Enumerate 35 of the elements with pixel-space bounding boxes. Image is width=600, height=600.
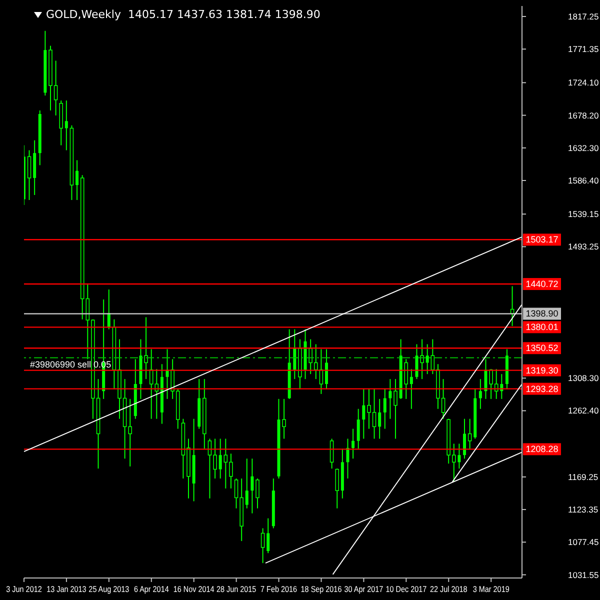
x-tick-label: 28 Jun 2015	[216, 584, 257, 594]
x-tick-label: 6 Apr 2014	[134, 584, 170, 594]
y-tick-label: 1077.45	[568, 537, 599, 548]
chart-title: GOLD,Weekly 1405.17 1437.63 1381.74 1398.90	[46, 8, 320, 21]
x-tick-label: 18 Sep 2016	[300, 584, 342, 594]
x-tick-label: 7 Feb 2016	[260, 584, 298, 594]
ref-line-label: 1319.30	[526, 365, 558, 376]
x-tick-label: 3 Jun 2012	[6, 584, 42, 594]
y-tick-label: 1031.55	[568, 570, 599, 580]
y-tick-label: 1724.10	[568, 78, 599, 88]
x-tick-label: 30 Apr 2017	[344, 584, 384, 594]
y-tick-label: 1817.25	[568, 11, 599, 22]
ref-line-label: 1503.17	[526, 234, 558, 245]
y-tick-label: 1632.30	[568, 142, 599, 153]
ref-line-label: 1350.52	[526, 343, 558, 354]
ref-line-label: 1440.72	[526, 279, 558, 290]
y-tick-label: 1308.30	[568, 373, 599, 384]
x-tick-label: 22 Jul 2018	[430, 584, 468, 594]
y-tick-label: 1123.35	[568, 504, 598, 515]
y-tick-label: 1678.20	[568, 110, 599, 120]
x-tick-label: 25 Aug 2013	[88, 584, 130, 594]
x-tick-label: 16 Nov 2014	[173, 584, 215, 594]
y-tick-label: 1262.40	[568, 406, 599, 416]
ref-line-label: 1208.28	[526, 444, 558, 454]
ref-line-label: 1380.01	[526, 322, 558, 332]
y-tick-label: 1493.25	[568, 242, 599, 252]
x-tick-label: 3 Mar 2019	[472, 584, 510, 594]
ref-line-label: 1398.90	[526, 308, 558, 319]
y-tick-label: 1169.25	[568, 472, 598, 482]
y-tick-label: 1586.40	[568, 176, 599, 186]
x-tick-label: 13 Jan 2013	[46, 584, 87, 594]
ref-line-label: 1293.28	[526, 384, 558, 394]
y-tick-label: 1539.15	[568, 209, 599, 220]
y-tick-label: 1771.35	[568, 44, 599, 54]
x-tick-label: 10 Dec 2017	[386, 584, 427, 594]
